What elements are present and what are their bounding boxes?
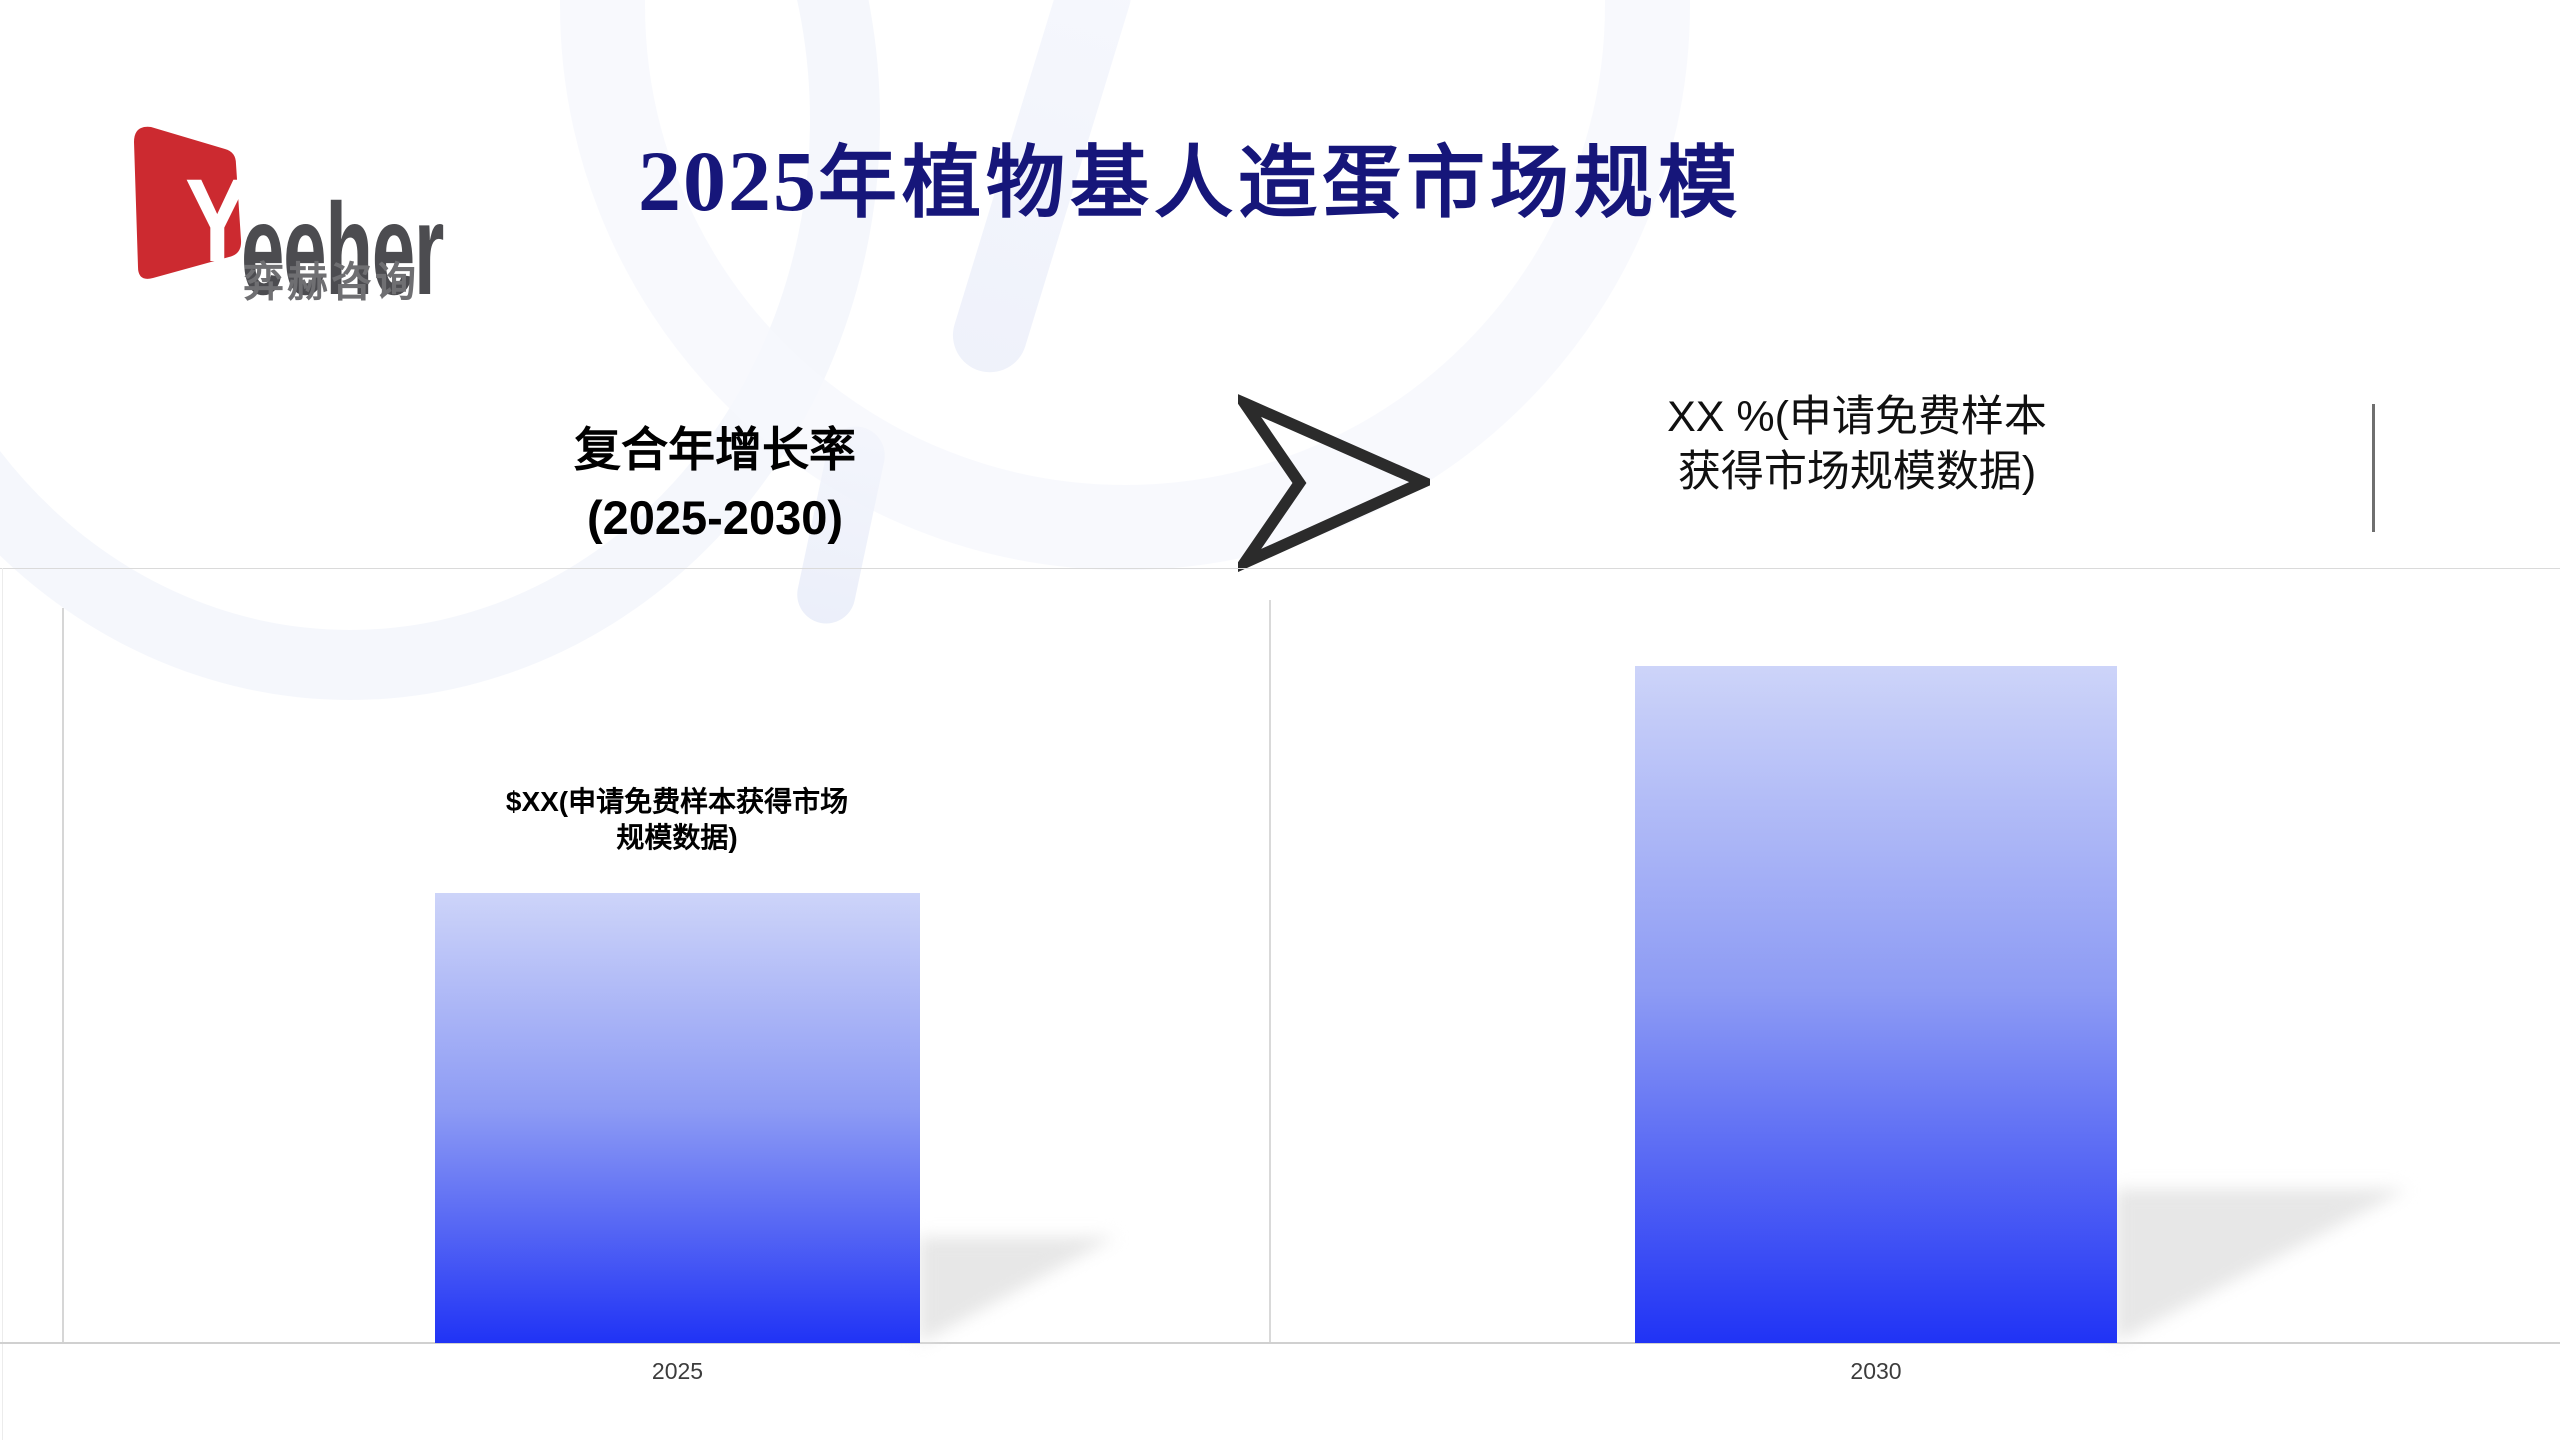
cagr-label: 复合年增长率 (2025-2030) — [540, 416, 890, 552]
cagr-line1: 复合年增长率 — [574, 423, 856, 476]
logo-subtitle: 弈赫咨询 — [243, 259, 419, 305]
subplot-divider-line — [1269, 600, 1271, 1343]
title-text: 年植物基人造蛋市场规模 — [818, 138, 1742, 227]
bar-shadow-2025 — [916, 1234, 1126, 1349]
arrow-right-icon — [1228, 389, 1438, 577]
chart-panel-left-border — [2, 568, 3, 1440]
bar-value-line1: $XX(申请免费样本获得市场 — [505, 786, 849, 817]
growth-line1: XX %(申请免费样本 — [1667, 393, 2047, 441]
vertical-rule — [2372, 404, 2375, 532]
logo-letter-y: Y — [185, 155, 250, 287]
chart-panel-top-border — [0, 568, 2560, 569]
bar-2030 — [1635, 666, 2117, 1343]
tick-label-2025: 2025 — [651, 1358, 704, 1384]
growth-line2: 获得市场规模数据) — [1677, 448, 2037, 497]
logo: Y eeher 弈赫咨询 — [133, 120, 463, 314]
bar-shadow-2030 — [2112, 1186, 2417, 1349]
growth-value-label: XX %(申请免费样本 获得市场规模数据) — [1622, 390, 2092, 500]
bar-2025 — [435, 893, 920, 1343]
logo-red-flag-shape — [134, 126, 242, 279]
x-axis-line — [0, 1342, 2560, 1344]
bar-value-line2: 规模数据) — [616, 822, 738, 854]
logo-wordmark: eeher — [241, 176, 444, 322]
bar-value-label: $XX(申请免费样本获得市场 规模数据) — [457, 784, 897, 857]
page-title: 2025年植物基人造蛋市场规模 — [638, 132, 1742, 231]
tick-label-2030: 2030 — [1850, 1358, 1902, 1384]
y-axis-line — [62, 608, 64, 1343]
background-swirl-arc — [0, 0, 880, 700]
title-year: 2025 — [638, 133, 818, 229]
cagr-line2: (2025-2030) — [586, 491, 844, 545]
